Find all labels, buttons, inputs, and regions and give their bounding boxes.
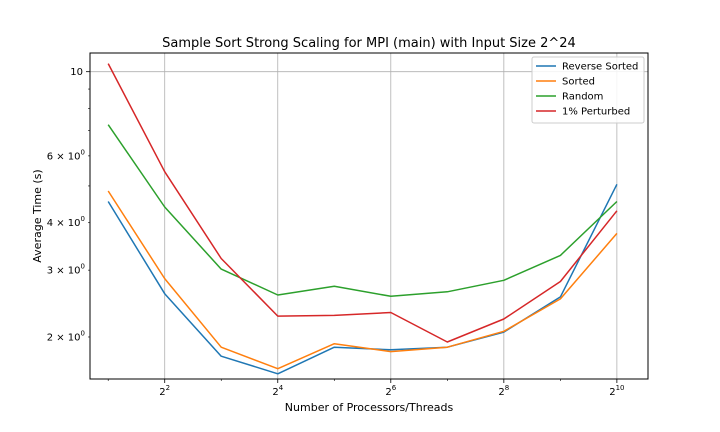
y-tick-label: 2 × 100 — [47, 329, 85, 343]
x-tick-label: 28 — [498, 384, 509, 398]
series-lines — [107, 63, 618, 375]
series-line-3 — [107, 63, 618, 343]
x-tick-label: 22 — [159, 384, 170, 398]
legend-label: Random — [562, 92, 603, 103]
y-tick-label: 3 × 100 — [47, 263, 85, 277]
x-tick-label: 24 — [272, 384, 283, 398]
x-tick-label: 210 — [609, 384, 624, 398]
x-tick-label: 26 — [385, 384, 396, 398]
chart-title: Sample Sort Strong Scaling for MPI (main… — [162, 36, 576, 51]
legend-label: Reverse Sorted — [562, 62, 638, 73]
y-axis-label: Average Time (s) — [31, 169, 44, 262]
y-tick-label: 6 × 100 — [47, 148, 85, 162]
y-tick-label: 4 × 100 — [47, 215, 85, 229]
series-line-1 — [107, 190, 618, 370]
legend: Reverse Sorted Sorted Random 1% Perturbed — [531, 56, 645, 124]
axis-ticks: 22 24 26 28 210 10 2 × 100 3 × 100 4 × 100 6 × 10… — [47, 67, 625, 398]
legend-label: 1% Perturbed — [562, 107, 630, 118]
legend-box — [531, 56, 645, 124]
y-tick-label: 10 — [70, 67, 83, 78]
plot-frame — [89, 52, 649, 380]
series-line-2 — [107, 124, 618, 298]
x-axis-label: Number of Processors/Threads — [285, 401, 454, 414]
legend-label: Sorted — [562, 77, 595, 88]
